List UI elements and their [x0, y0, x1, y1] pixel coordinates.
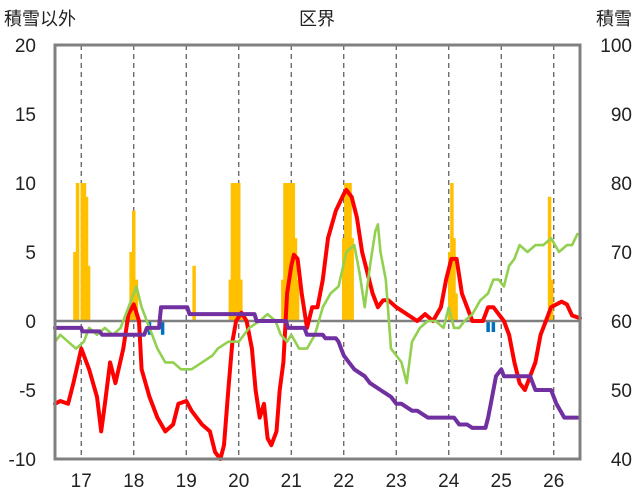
left-tick-label: 10 [15, 174, 36, 195]
orange-bar-12 [232, 183, 237, 321]
orange-bar-17 [283, 183, 287, 321]
blue-bar-1 [160, 321, 165, 335]
left-tick-label: 15 [15, 105, 36, 126]
left-tick-label: -10 [9, 450, 36, 471]
plot-frame [53, 43, 582, 461]
x-tick-label: 21 [281, 471, 302, 492]
orange-bar-11 [230, 183, 235, 321]
orange-bar-4 [84, 196, 89, 321]
orange-bar-19 [287, 183, 291, 321]
orange-bar-24 [342, 238, 346, 321]
orange-bar-15 [239, 279, 243, 321]
x-tick-label: 25 [491, 471, 512, 492]
right-tick-label: 40 [611, 450, 632, 471]
left-axis-ticks: -10 -5 0 5 10 15 20 [9, 36, 36, 471]
orange-bar-18 [285, 183, 289, 321]
orange-bar-20 [289, 183, 293, 321]
orange-bar-5 [86, 265, 91, 321]
orange-bar-14 [237, 183, 241, 321]
bars-layer [73, 183, 554, 335]
orange-bar-34 [549, 279, 554, 321]
x-tick-label: 20 [228, 471, 249, 492]
orange-bar-21 [291, 183, 296, 321]
series-line-purple [53, 305, 580, 430]
orange-bar-9 [192, 265, 196, 321]
orange-bar-22 [293, 238, 298, 321]
orange-bar-10 [228, 279, 233, 321]
x-tick-label: 24 [438, 471, 460, 492]
orange-bar-23 [295, 279, 300, 321]
orange-bar-32 [454, 293, 458, 321]
orange-bar-6 [129, 252, 133, 321]
left-tick-label: -5 [19, 381, 36, 402]
orange-bar-2 [80, 183, 85, 321]
left-tick-label: 0 [25, 312, 36, 333]
left-tick-label: 20 [15, 36, 36, 57]
x-tick-label: 18 [123, 471, 144, 492]
series-line-red [53, 187, 582, 461]
right-axis-label: 積雪 [596, 9, 632, 30]
right-tick-label: 70 [611, 243, 632, 264]
right-axis-ticks: 40 50 60 70 80 90 100 [600, 36, 632, 471]
x-tick-label: 22 [333, 471, 354, 492]
orange-bar-1 [75, 183, 80, 321]
orange-bar-28 [350, 238, 354, 321]
orange-bar-0 [73, 252, 77, 321]
orange-bar-33 [547, 196, 552, 321]
x-axis-ticks: 17 18 19 20 21 22 23 24 25 26 [71, 471, 565, 492]
blue-bar-3 [491, 321, 496, 333]
chart-title: 区界 [299, 9, 335, 30]
orange-bar-27 [348, 183, 352, 321]
orange-bar-13 [234, 183, 239, 321]
series-layer [53, 187, 582, 461]
blue-bar-2 [486, 321, 490, 333]
left-axis-label: 積雪以外 [4, 9, 76, 30]
left-tick-label: 5 [25, 243, 36, 264]
orange-bar-7 [132, 210, 136, 321]
right-tick-label: 80 [611, 174, 632, 195]
right-tick-label: 90 [611, 105, 632, 126]
orange-bar-8 [134, 279, 139, 321]
orange-bar-30 [450, 183, 454, 321]
orange-bar-3 [82, 183, 87, 321]
orange-bar-29 [448, 252, 452, 321]
right-tick-label: 60 [611, 312, 632, 333]
right-tick-label: 100 [600, 36, 632, 57]
x-tick-label: 19 [176, 471, 197, 492]
x-tick-label: 17 [71, 471, 92, 492]
orange-bar-31 [452, 238, 456, 321]
x-tick-label: 23 [386, 471, 407, 492]
series-line-green [53, 223, 579, 385]
orange-bar-16 [281, 279, 285, 321]
x-tick-label: 26 [543, 471, 564, 492]
right-tick-label: 50 [611, 381, 632, 402]
